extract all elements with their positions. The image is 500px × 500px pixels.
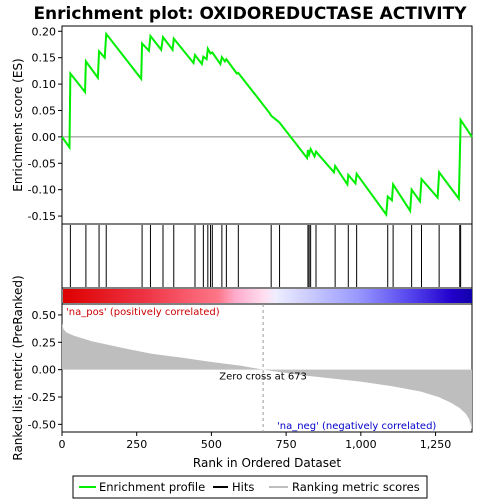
hits-frame [61, 223, 473, 289]
ranking-heat-fill [63, 289, 472, 303]
x-tick-label: 250 [126, 438, 147, 451]
enrichment-profile-line [61, 31, 473, 218]
rank-y-ticks: 0.50 0.25 0.00 -0.25 -0.50 [28, 309, 62, 431]
zero-cross-label: Zero cross at 673 [219, 372, 307, 383]
es-plot-frame [61, 25, 473, 225]
x-tick-label: 750 [276, 438, 297, 451]
es-y-tick-label: 0.20 [32, 25, 57, 38]
es-y-tick-label: 0.00 [32, 131, 57, 144]
rank-y-tick-label: 0.50 [32, 309, 57, 322]
es-y-tick-label: 0.15 [32, 52, 57, 65]
legend-ranking-label: Ranking metric scores [292, 480, 420, 494]
es-y-axis-label: Enrichment score (ES) [11, 58, 25, 191]
legend-hits-label: Hits [232, 480, 254, 494]
x-tick-label: 1,250 [420, 438, 452, 451]
legend-box [72, 475, 428, 499]
ranking-metric-area [62, 323, 472, 430]
es-y-tick-label: -0.15 [28, 210, 56, 223]
rank-y-axis-label: Ranked list metric (PreRanked) [11, 275, 25, 460]
x-axis-ticks: 0 250 500 750 1,000 1,250 [59, 432, 452, 451]
x-axis-label: Rank in Ordered Dataset [193, 456, 341, 470]
es-y-tick-label: -0.10 [28, 184, 56, 197]
x-tick-label: 0 [59, 438, 66, 451]
x-tick-label: 500 [201, 438, 222, 451]
es-y-tick-label: 0.05 [32, 104, 57, 117]
es-y-ticks: 0.20 0.15 0.10 0.05 0.00 -0.05 -0.10 -0.15 [28, 25, 62, 223]
na-pos-label: 'na_pos' (positively correlated) [66, 307, 220, 318]
rank-y-tick-label: 0.00 [32, 364, 57, 377]
es-y-tick-label: 0.10 [32, 78, 57, 91]
na-neg-label: 'na_neg' (negatively correlated) [277, 421, 436, 432]
rank-y-tick-label: 0.25 [32, 336, 57, 349]
hits-tick-group [69, 225, 462, 287]
es-y-tick-label: -0.05 [28, 157, 56, 170]
rank-y-tick-label: -0.50 [28, 418, 56, 431]
rank-y-tick-label: -0.25 [28, 391, 56, 404]
chart-title: Enrichment plot: OXIDOREDUCTASE ACTIVITY [33, 4, 467, 24]
x-tick-label: 1,000 [345, 438, 377, 451]
legend-enrichment-label: Enrichment profile [99, 480, 205, 494]
